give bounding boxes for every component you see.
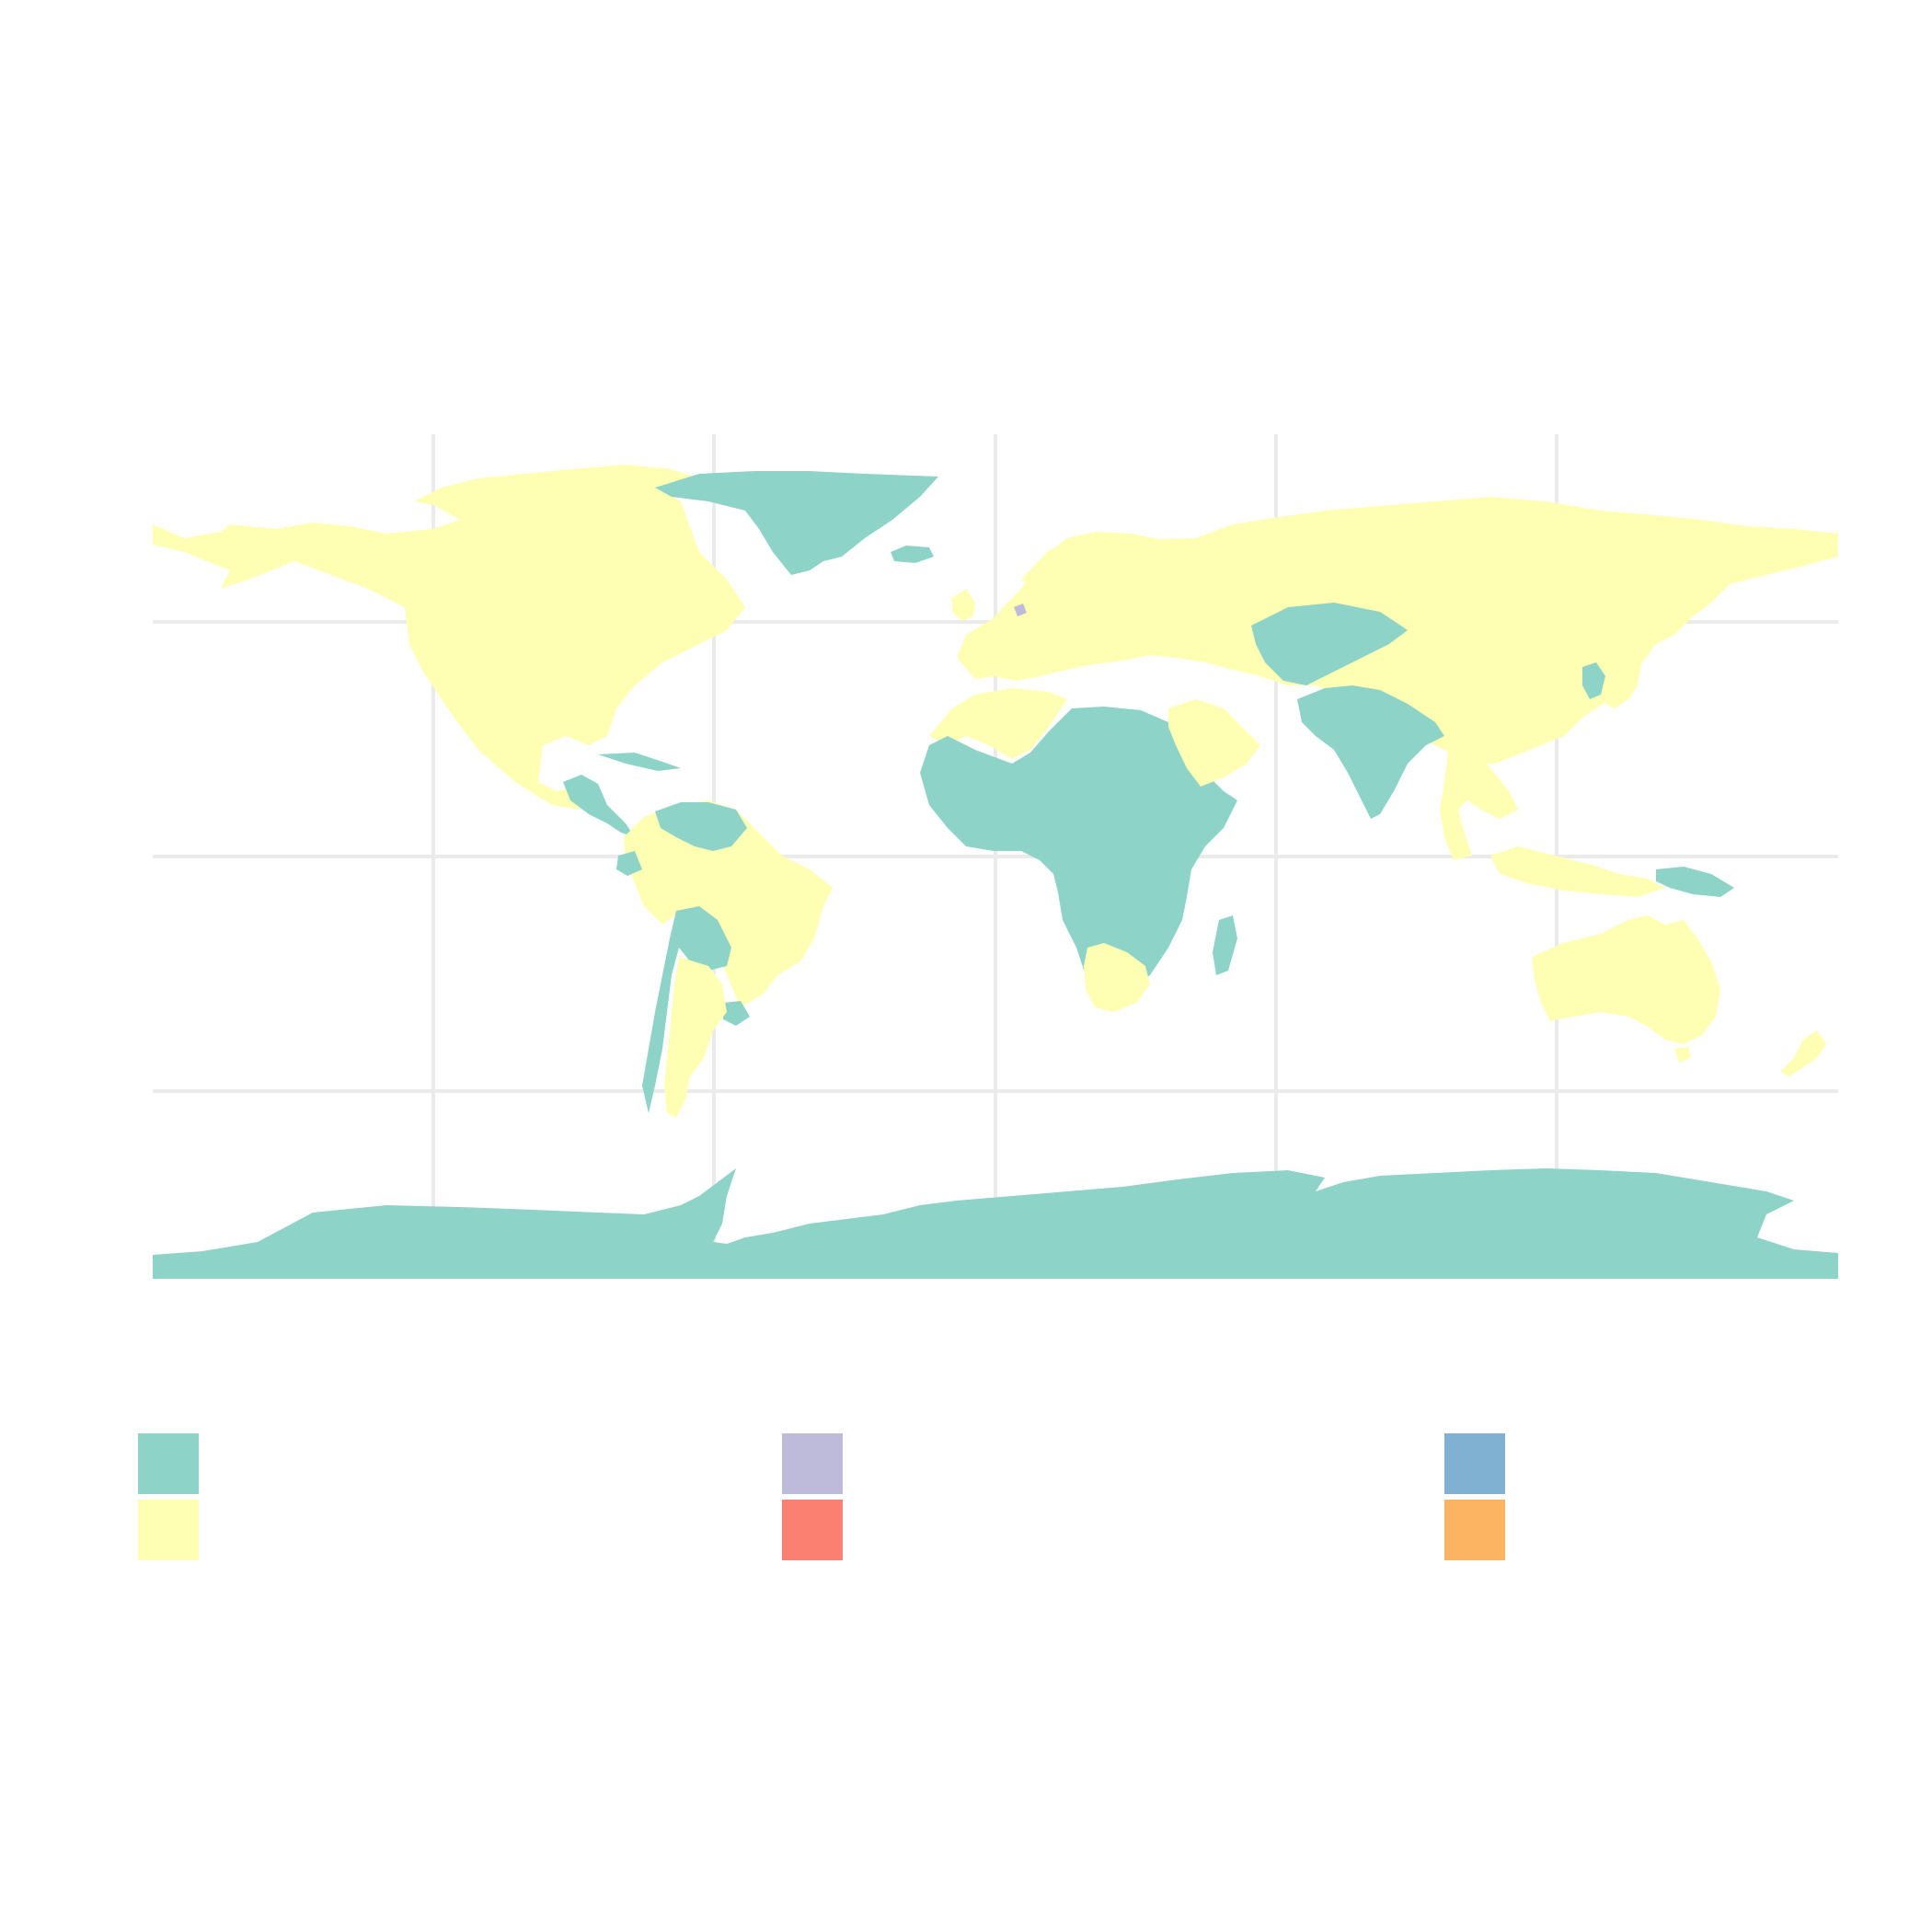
legend-swatch-3 (782, 1433, 843, 1494)
region-indonesia (1490, 846, 1665, 897)
legend-swatch-6 (1444, 1500, 1505, 1560)
region-central-america (563, 775, 635, 837)
region-iceland (891, 546, 934, 563)
legend-swatch-5 (1444, 1433, 1505, 1494)
region-south-america-north (624, 800, 833, 1007)
region-korea (1582, 662, 1605, 699)
region-south-asia (1297, 685, 1444, 819)
region-new-zealand (1780, 1030, 1826, 1076)
land-regions (153, 465, 1838, 1279)
region-bolivia-chile (642, 906, 731, 1113)
region-papua-new-guinea (1656, 867, 1734, 897)
legend-swatch-4 (782, 1500, 843, 1560)
region-arabia (1168, 699, 1260, 787)
region-greenland (655, 471, 938, 575)
region-southeast-asia (1440, 745, 1518, 860)
region-venezuela-guianas (655, 802, 747, 851)
region-africa (920, 707, 1237, 998)
region-north-america (153, 478, 745, 810)
region-central-asia (1251, 603, 1408, 685)
region-uruguay (723, 1001, 750, 1026)
region-japan (1605, 639, 1642, 708)
region-argentina (664, 957, 727, 1118)
region-tasmania (1674, 1047, 1691, 1063)
region-caribbean (598, 753, 681, 771)
region-madagascar (1213, 915, 1237, 975)
region-scandinavia (1021, 543, 1113, 593)
region-southern-africa (1084, 943, 1150, 1012)
region-canadian-archipelago (414, 465, 699, 511)
region-netherlands (1014, 604, 1027, 616)
region-british-isles (952, 589, 975, 621)
region-north-africa (929, 688, 1067, 759)
legend-swatch-2 (138, 1500, 199, 1560)
region-antarctica (153, 1168, 1838, 1279)
region-ecuador (616, 851, 642, 876)
legend-swatch-1 (138, 1433, 199, 1494)
region-australia (1532, 915, 1720, 1044)
